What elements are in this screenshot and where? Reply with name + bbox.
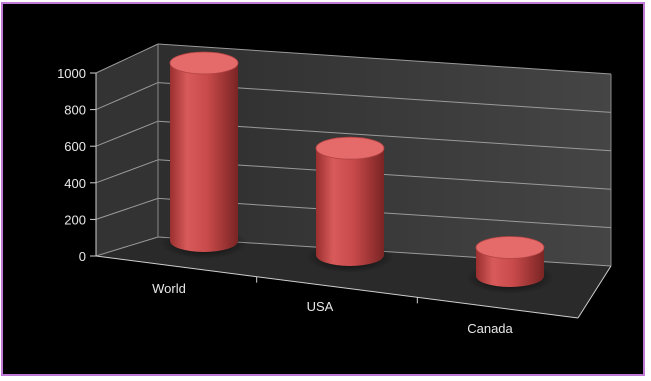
y-tick-label: 200 <box>64 212 86 227</box>
bar-top-world <box>169 51 239 75</box>
x-axis-line <box>95 255 579 319</box>
bar-top-canada <box>475 236 545 259</box>
x-tick-label: Canada <box>467 321 513 336</box>
x-tick-label: World <box>152 281 186 296</box>
gridline-side <box>95 120 159 147</box>
gridline-side <box>95 159 159 184</box>
bar-world <box>170 63 238 252</box>
bar-usa <box>316 148 384 266</box>
gridline-side <box>95 82 159 111</box>
gridline-side <box>95 43 159 74</box>
x-tick-label: USA <box>307 299 334 314</box>
y-tick-label: 0 <box>79 249 86 264</box>
gridline-side <box>95 197 159 220</box>
floor <box>96 237 611 318</box>
y-tick-label: 800 <box>64 103 86 118</box>
y-tick-label: 1000 <box>57 66 86 81</box>
back-wall <box>158 44 611 266</box>
y-tick-label: 400 <box>64 176 86 191</box>
bar-top-usa <box>315 136 385 160</box>
y-tick-label: 600 <box>64 139 86 154</box>
gridline-side <box>95 236 159 257</box>
gridline-back <box>157 43 612 75</box>
side-wall <box>96 44 158 256</box>
x-axis-depth-line <box>577 265 612 319</box>
